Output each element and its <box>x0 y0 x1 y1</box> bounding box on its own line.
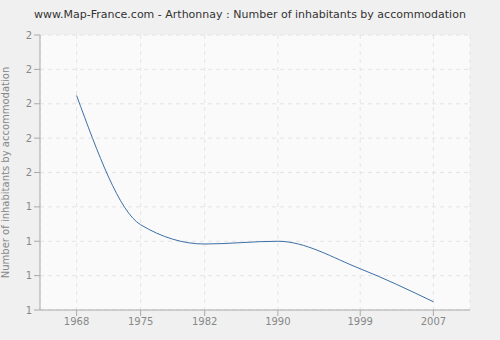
svg-text:2007: 2007 <box>421 316 446 327</box>
svg-text:1999: 1999 <box>347 316 372 327</box>
svg-text:2: 2 <box>26 167 32 178</box>
svg-text:1: 1 <box>26 236 32 247</box>
svg-text:2: 2 <box>26 133 32 144</box>
svg-text:2: 2 <box>26 98 32 109</box>
svg-text:Number of inhabitants by accom: Number of inhabitants by accommodation <box>8 67 11 279</box>
svg-text:1982: 1982 <box>192 316 217 327</box>
svg-text:1: 1 <box>26 201 32 212</box>
svg-text:2: 2 <box>26 30 32 41</box>
svg-text:1990: 1990 <box>265 316 290 327</box>
svg-text:1975: 1975 <box>128 316 153 327</box>
html-text:www.Map-France.com - Arthonnay: www.Map-France.com - Arthonnay : Number … <box>34 8 466 21</box>
svg-text:2: 2 <box>26 64 32 75</box>
svg-text:1968: 1968 <box>64 316 89 327</box>
svg-text:1: 1 <box>26 270 32 281</box>
svg-text:1: 1 <box>26 305 32 316</box>
